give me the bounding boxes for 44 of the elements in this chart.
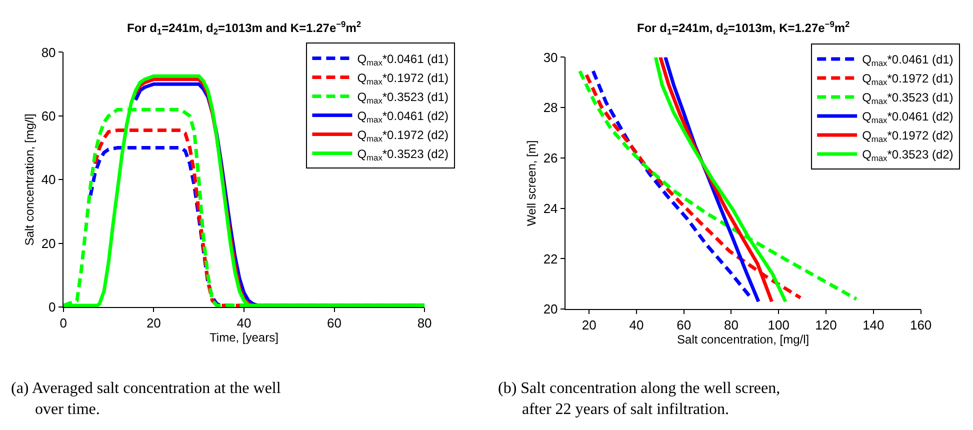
text: (a) Averaged salt concentration at the well over time. [11,380,282,418]
y-tick-label: 24 [543,200,558,216]
y-tick-label: 26 [543,150,558,166]
x-tick-label: 80 [417,316,432,331]
legend-label: Q$_{max}$*0.0461 (d1) [862,52,954,68]
y-tick-label: 28 [543,100,558,116]
legend-label: Q$_{max}$*0.3523 (d1) [357,90,448,106]
legend-label: Q$_{max}$*0.1972 (d1) [357,70,448,86]
legend-label: Q$_{max}$*0.1972 (d2) [357,128,448,144]
x-tick-label: 80 [724,318,738,333]
legend-label: Q$_{max}$*0.3523 (d2) [862,148,954,164]
y-tick-label: 80 [41,44,56,60]
y-axis-title: Salt concentration, [mg/l] [22,114,37,246]
legend-label: Q$_{max}$*0.0461 (d2) [357,108,448,124]
y-tick-label: 20 [543,302,558,317]
y-tick-label: 20 [41,236,56,251]
x-tick-label: 60 [327,316,342,331]
legend-label: Q$_{max}$*0.1972 (d1) [862,72,954,88]
x-tick-label: 60 [676,318,692,333]
x-tick-label: 20 [582,318,596,333]
x-axis-title: Salt concentration, [mg/l] [677,332,810,347]
x-tick-label: 40 [236,316,252,331]
chart-title: For d$_{1}$=241m, d$_{2}$=1013m, K=1.27e$^{−9}$m$^{2}$ [637,19,850,37]
chart-title: For d$_{1}$=241m, d$_{2}$=1013m and K=1.27e$^{−9}$m$^{2}$ [127,19,362,37]
x-axis-title: Time, [years] [210,330,278,345]
y-tick-label: 22 [543,251,558,266]
x-tick-label: 0 [60,316,68,331]
x-tick-label: 160 [910,318,932,333]
x-tick-label: 20 [146,316,161,331]
legend-label: Q$_{max}$*0.1972 (d2) [862,128,954,144]
x-tick-label: 100 [768,318,790,333]
x-tick-label: 40 [629,318,644,333]
legend-label: Q$_{max}$*0.3523 (d1) [862,90,954,106]
text: (b) Salt concentration along the well screen, after 22 years of salt infiltration. [498,380,780,418]
y-tick-label: 30 [543,50,558,65]
y-tick-label: 60 [41,108,56,124]
y-tick-label: 0 [48,300,56,315]
legend-label: Q$_{max}$*0.0461 (d1) [357,52,448,68]
legend-label: Q$_{max}$*0.3523 (d2) [357,146,448,162]
x-tick-label: 120 [815,318,837,333]
x-tick-label: 140 [862,318,884,333]
legend-label: Q$_{max}$*0.0461 (d2) [862,110,954,126]
y-tick-label: 40 [41,172,56,188]
y-axis-title: Well screen, [m] [524,140,539,226]
